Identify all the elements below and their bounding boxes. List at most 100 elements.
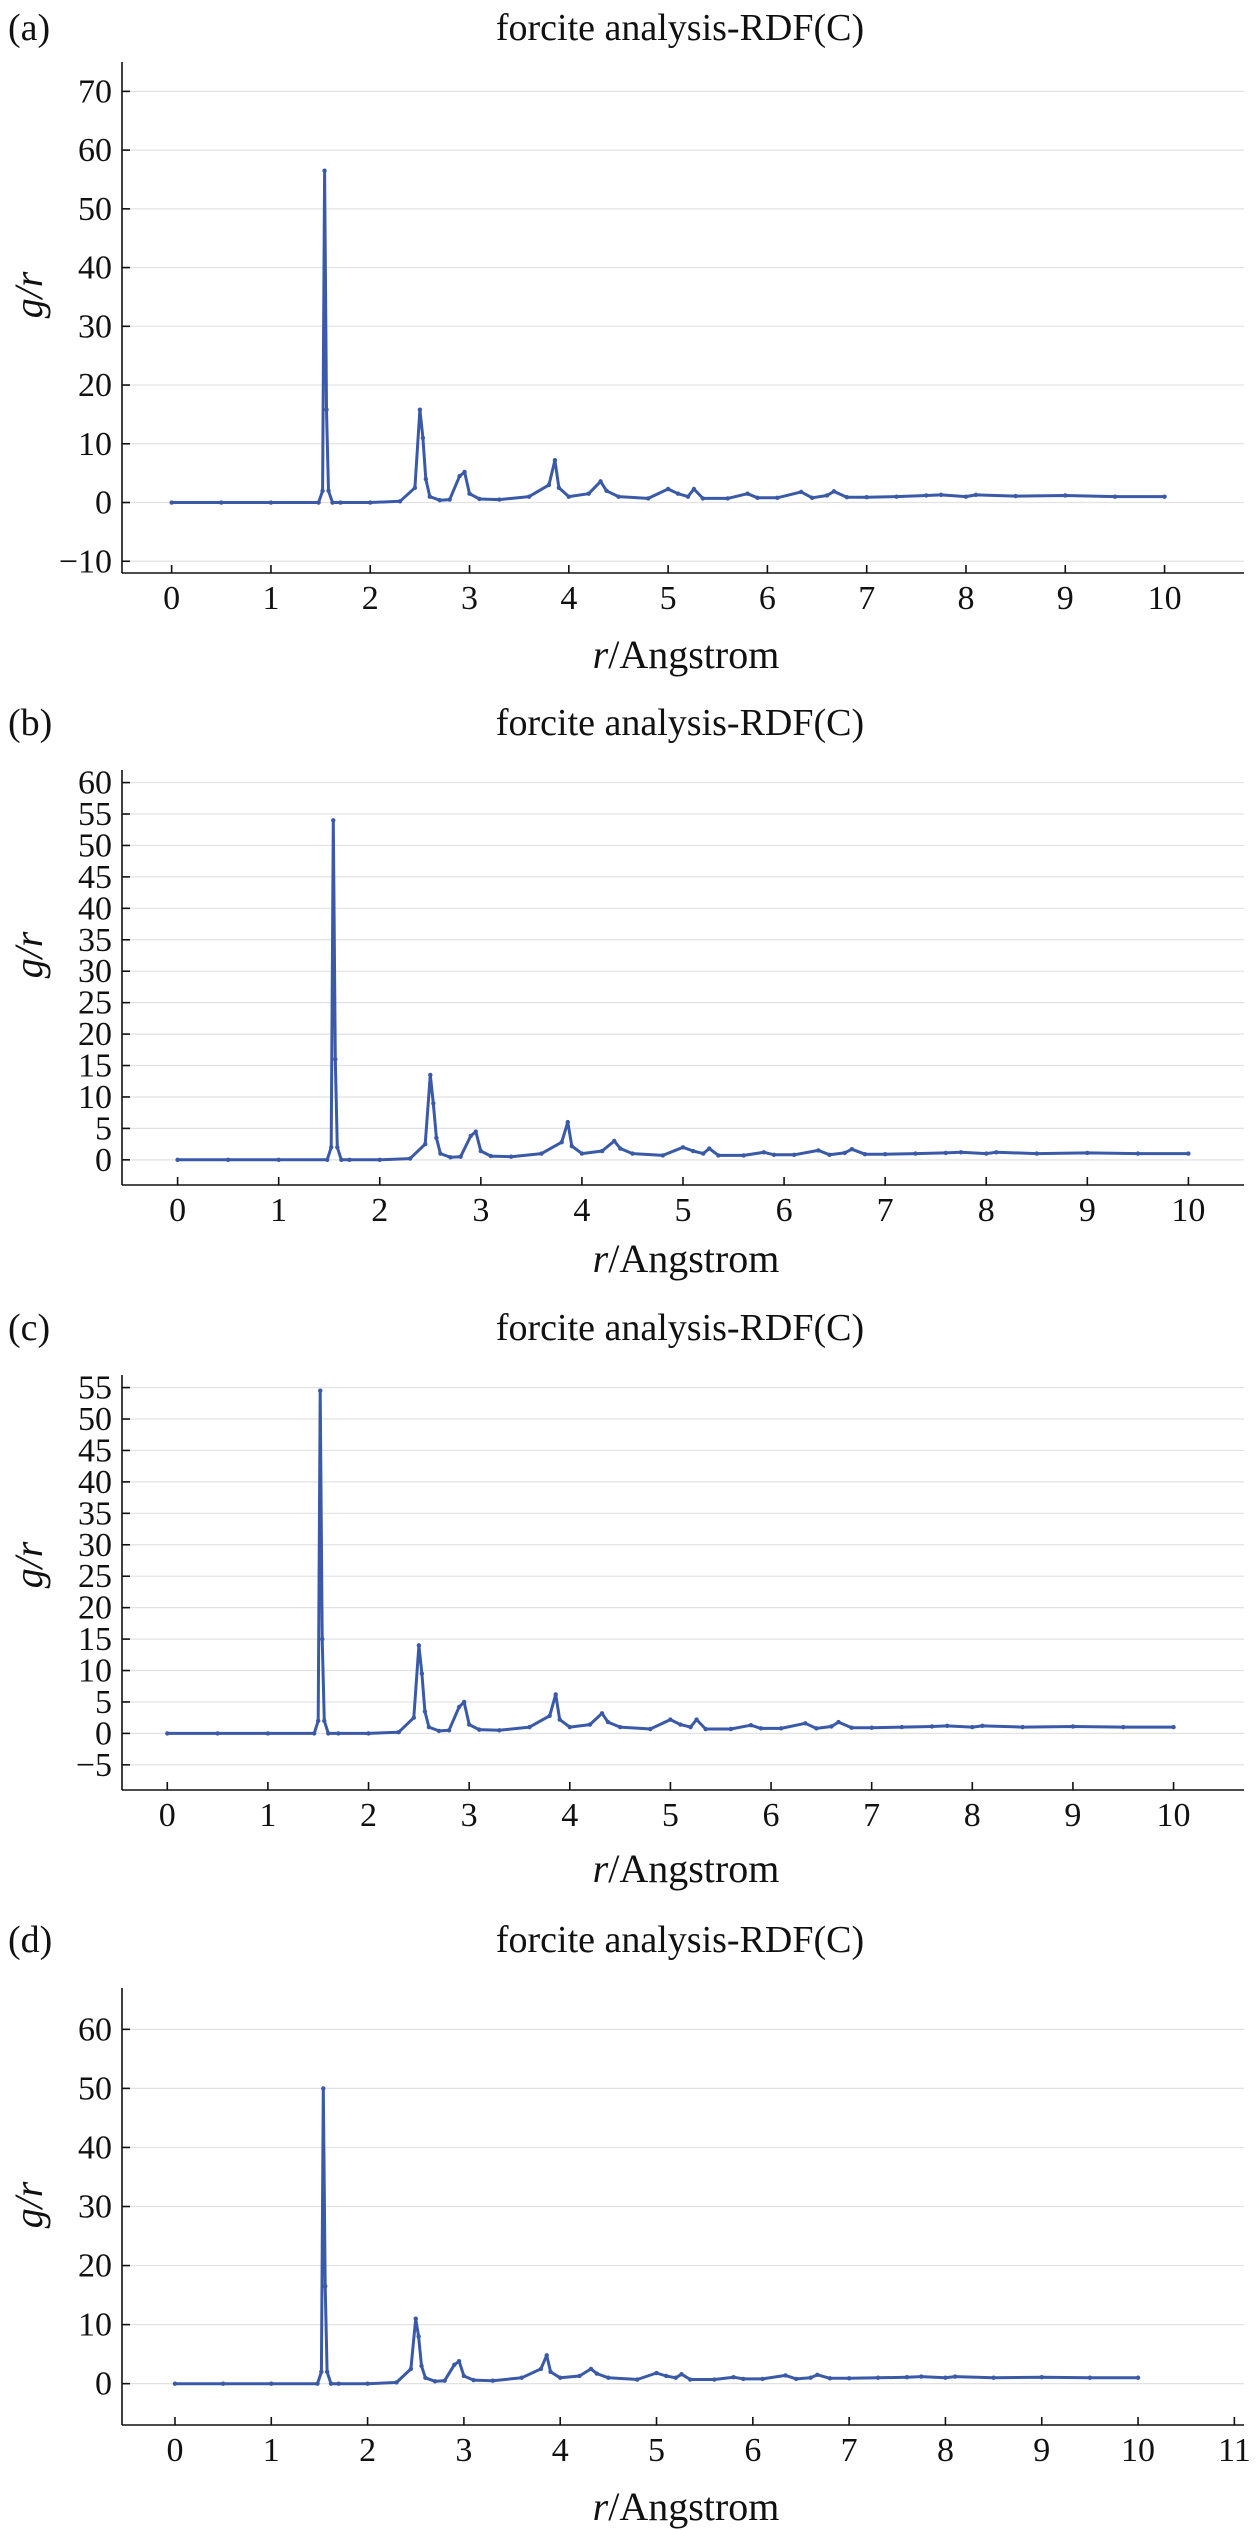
rdf-data-point (269, 2381, 274, 2386)
rdf-data-point (329, 1145, 334, 1150)
rdf-data-point (497, 497, 502, 502)
x-tick-label: 1 (270, 1192, 287, 1229)
rdf-data-point (924, 493, 929, 498)
rdf-data-point (598, 479, 603, 484)
x-tick-label: 0 (166, 2432, 183, 2469)
x-tick-label: 7 (858, 580, 875, 617)
y-tick-label: 5 (95, 1684, 112, 1721)
x-tick-label: 6 (759, 580, 776, 617)
rdf-data-point (321, 2086, 326, 2091)
rdf-data-point (816, 1148, 821, 1153)
rdf-data-point (423, 2375, 428, 2380)
rdf-data-point (588, 2366, 594, 2372)
rdf-data-point (333, 1057, 338, 1062)
rdf-data-point (526, 494, 532, 499)
rdf-data-point (438, 1151, 443, 1156)
rdf-data-point (1162, 494, 1167, 499)
rdf-data-point (396, 1729, 401, 1735)
rdf-data-point (587, 1722, 593, 1727)
rdf-data-point (1039, 2374, 1044, 2380)
x-tick-label: 5 (675, 1192, 692, 1229)
x-tick-label: 4 (561, 1797, 578, 1834)
rdf-data-point (599, 1711, 605, 1716)
rdf-data-point (963, 494, 969, 499)
rdf-data-point (688, 1724, 693, 1730)
y-tick-label: 35 (78, 922, 112, 959)
rdf-data-point (675, 491, 681, 496)
rdf-data-point (1070, 1724, 1076, 1729)
x-tick-label: 3 (472, 1192, 489, 1229)
rdf-data-point (437, 497, 442, 503)
x-tick-label: 7 (877, 1192, 894, 1229)
x-tick-label: 5 (660, 580, 677, 617)
rdf-data-point (630, 1151, 635, 1156)
rdf-data-point (952, 2374, 958, 2379)
rdf-data-point (461, 2373, 467, 2379)
y-axis-label-text: g/r (6, 1541, 51, 1588)
rdf-data-point (497, 1728, 502, 1733)
rdf-data-point (339, 1157, 344, 1163)
y-axis-label: g/r (6, 1541, 51, 1588)
y-tick-label: 50 (78, 827, 112, 864)
x-tick-label: 0 (159, 1797, 176, 1834)
rdf-data-point (169, 500, 174, 505)
rdf-data-point (419, 2363, 424, 2369)
rdf-data-point (559, 1140, 564, 1145)
y-tick-label: 20 (78, 367, 112, 404)
x-tick-label: 4 (560, 580, 577, 617)
rdf-data-point (324, 407, 329, 412)
y-tick-label: 35 (78, 1495, 112, 1532)
rdf-data-point (467, 491, 472, 496)
rdf-data-point (394, 2380, 399, 2385)
rdf-data-point (1171, 1724, 1176, 1730)
rdf-data-point (617, 1724, 623, 1730)
y-tick-label: 0 (95, 2366, 112, 2403)
y-axis-label-text: g/r (6, 2181, 51, 2228)
rdf-data-point (862, 1151, 868, 1157)
x-tick-label: 9 (1064, 1797, 1081, 1834)
x-axis-label-unit: /Angstrom (608, 1236, 779, 1281)
x-tick-label: 10 (1157, 1797, 1191, 1834)
panel-letter: (b) (8, 702, 52, 744)
y-tick-label: 50 (78, 1401, 112, 1438)
rdf-data-point (324, 2369, 330, 2375)
x-tick-label: 10 (1171, 1192, 1205, 1229)
rdf-data-point (377, 1157, 382, 1163)
rdf-data-point (778, 1726, 784, 1731)
rdf-data-point (431, 1101, 436, 1106)
rdf-data-point (646, 496, 651, 501)
rdf-data-point (219, 500, 224, 505)
rdf-data-point (336, 1731, 341, 1736)
rdf-data-point (808, 2375, 813, 2380)
rdf-data-point (452, 2362, 457, 2367)
rdf-data-point (538, 2366, 544, 2372)
rdf-data-point (432, 2379, 438, 2384)
rdf-data-point (700, 496, 706, 501)
rdf-data-point (318, 1388, 323, 1393)
rdf-data-point (716, 1153, 721, 1158)
chart-title: forcite analysis-RDF(C) (496, 1919, 864, 1961)
x-tick-label: 0 (163, 580, 180, 617)
x-tick-label: 8 (957, 580, 974, 617)
rdf-data-point (690, 1148, 696, 1154)
x-axis-label: r/Angstrom (593, 1846, 780, 1891)
rdf-data-point (984, 1151, 989, 1156)
y-tick-label: 30 (78, 2189, 112, 2226)
rdf-data-point (798, 489, 804, 495)
rdf-data-point (558, 2375, 563, 2380)
rdf-data-point (712, 2377, 717, 2382)
rdf-data-point (316, 1718, 321, 1724)
rdf-data-point (320, 1636, 325, 1642)
rdf-data-point (508, 1154, 514, 1159)
chart-panel-a: (a) forcite analysis-RDF(C) −10010203040… (6, 7, 1244, 677)
x-tick-label: 3 (455, 2432, 472, 2469)
rdf-data-point (731, 2374, 736, 2380)
rdf-data-point (477, 496, 482, 502)
rdf-data-point (557, 1717, 562, 1722)
x-tick-label: 3 (461, 580, 478, 617)
rdf-data-point (938, 492, 944, 498)
rdf-data-point (882, 1151, 888, 1157)
rdf-data-point (315, 2381, 320, 2386)
rdf-data-point (461, 1699, 467, 1705)
